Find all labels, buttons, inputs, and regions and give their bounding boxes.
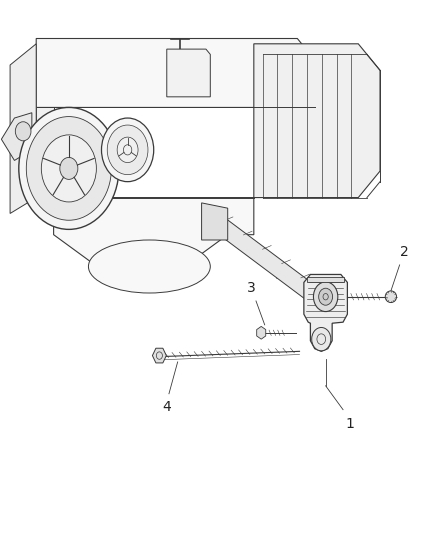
Circle shape — [102, 118, 154, 182]
Circle shape — [117, 137, 138, 163]
Circle shape — [26, 117, 111, 220]
Circle shape — [107, 125, 148, 175]
Polygon shape — [254, 44, 380, 198]
Polygon shape — [36, 108, 53, 198]
Polygon shape — [304, 274, 347, 351]
Text: 1: 1 — [345, 417, 354, 431]
Circle shape — [312, 327, 331, 351]
Circle shape — [60, 157, 78, 180]
Text: 2: 2 — [400, 245, 409, 259]
Polygon shape — [219, 214, 315, 306]
Circle shape — [15, 122, 31, 141]
Polygon shape — [201, 203, 228, 240]
Text: 3: 3 — [247, 280, 256, 295]
Circle shape — [319, 288, 332, 305]
Polygon shape — [167, 49, 210, 97]
Circle shape — [19, 108, 119, 229]
Polygon shape — [14, 28, 371, 298]
Circle shape — [41, 135, 96, 202]
Polygon shape — [1, 113, 32, 160]
Polygon shape — [53, 198, 254, 266]
Polygon shape — [36, 38, 315, 108]
Polygon shape — [307, 277, 344, 282]
Ellipse shape — [385, 291, 396, 303]
Polygon shape — [10, 44, 36, 214]
Ellipse shape — [88, 240, 210, 293]
Circle shape — [314, 282, 338, 312]
Text: 4: 4 — [162, 400, 171, 414]
